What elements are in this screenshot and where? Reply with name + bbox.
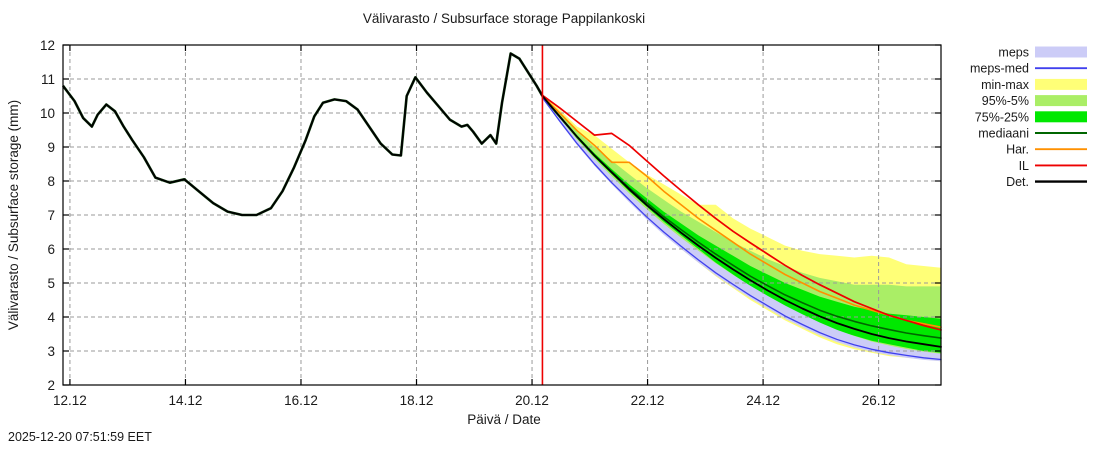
band-95-5 [542,95,941,358]
y-tick-label: 7 [47,208,55,223]
observed-line [62,52,544,216]
y-tick-label: 10 [40,106,55,121]
series-line-meps-med [541,97,942,361]
legend-swatch-7525 [1035,111,1087,123]
gridlines [63,45,941,385]
series-line-har [541,95,942,328]
legend-label-minmax: min-max [981,78,1030,92]
y-tick-labels: 2 3 4 5 6 7 8 9 10 11 12 [40,38,56,393]
x-tick-labels: 12.12 14.12 16.12 18.12 20.12 22.12 24.12 26.12 [53,393,895,408]
y-tick-label: 8 [47,174,55,189]
series-line-det [541,95,942,348]
y-tick-label: 3 [47,344,55,359]
legend-label-955: 95%-5% [982,94,1029,108]
band-75-25 [542,96,941,353]
y-tick-label: 12 [40,38,55,53]
x-tick-label: 26.12 [862,393,896,408]
x-tick-label: 14.12 [169,393,203,408]
x-tick-label: 16.12 [284,393,318,408]
legend-label-har: Har. [1006,143,1029,157]
legend-label-mediaani: mediaani [978,127,1029,141]
x-axis-label: Päivä / Date [467,412,541,427]
chart-title: Välivarasto / Subsurface storage Pappila… [363,11,645,26]
timestamp-label: 2025-12-20 07:51:59 EET [8,430,152,444]
x-tick-label: 22.12 [631,393,665,408]
legend-label-mepsmed: meps-med [970,62,1029,76]
series-line-il [541,94,942,331]
y-tick-label: 5 [47,276,55,291]
x-tick-label: 20.12 [515,393,549,408]
chart-legend: meps meps-med min-max 95%-5% 75%-25% mediaani… [970,46,1087,189]
y-tick-label: 11 [41,72,55,87]
legend-swatch-minmax [1035,78,1087,90]
y-tick-label: 9 [47,140,55,155]
legend-swatch-meps [1035,46,1087,58]
legend-label-7525: 75%-25% [975,110,1029,124]
x-tick-label: 24.12 [746,393,780,408]
x-tick-label: 18.12 [400,393,434,408]
observed-series [61,52,544,217]
legend-label-il: IL [1019,159,1029,173]
observed-underlay [61,52,544,217]
legend-label-det: Det. [1006,175,1029,189]
y-tick-label: 2 [47,378,55,393]
forecast-series [541,94,942,361]
y-axis-label: Välivarasto / Subsurface storage (mm) [6,100,21,330]
y-tick-label: 4 [47,310,55,325]
axis-ticks [63,44,941,386]
y-tick-label: 6 [47,242,55,257]
legend-label-meps: meps [998,46,1029,60]
x-tick-label: 12.12 [53,393,87,408]
legend-swatch-955 [1035,95,1087,107]
